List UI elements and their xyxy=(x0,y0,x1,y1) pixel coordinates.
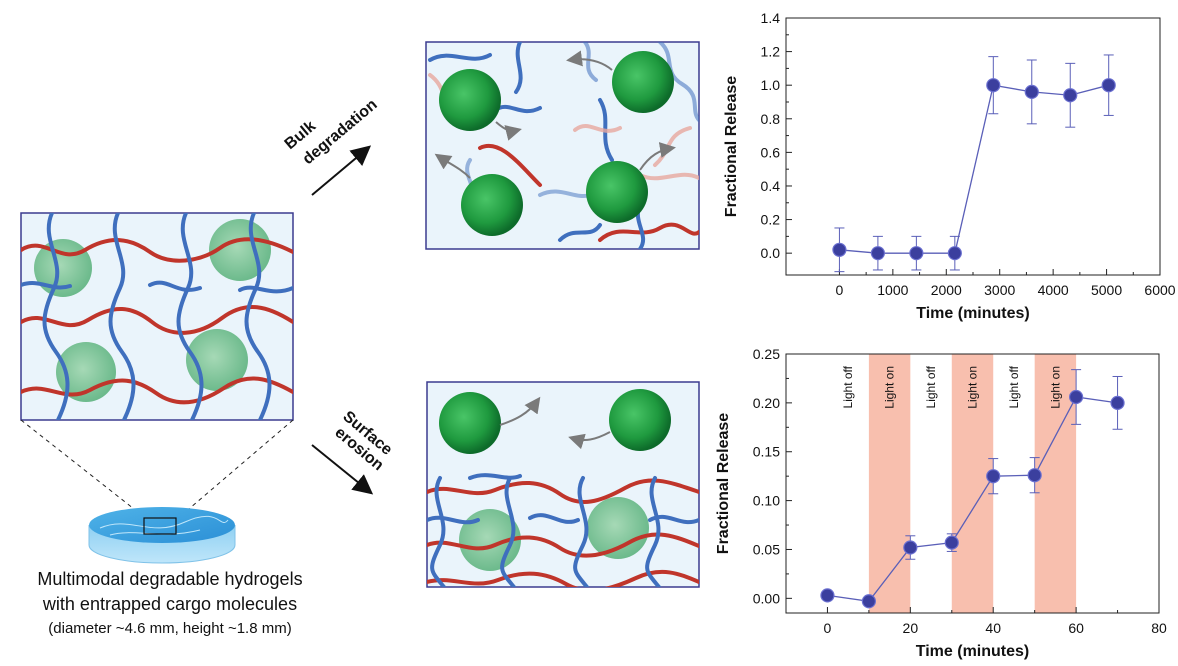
y-axis-label: Fractional Release xyxy=(715,413,732,555)
data-point xyxy=(1101,78,1116,93)
surface-release-chart: Light on Light on Light on Light off Light o… xyxy=(715,346,1167,660)
y-tick-label: 0.15 xyxy=(753,444,780,460)
data-point xyxy=(986,78,1001,93)
polymer-network xyxy=(21,213,293,420)
surface-erosion-arrow: Surface erosion xyxy=(311,408,395,495)
polymer-network xyxy=(427,473,699,587)
y-tick-label: 0.0 xyxy=(761,245,781,261)
cargo-molecule xyxy=(209,219,271,281)
data-point xyxy=(1063,88,1078,103)
data-point xyxy=(986,469,1001,484)
zoom-line-left xyxy=(20,419,149,521)
data-point xyxy=(947,246,962,261)
y-tick-label: 0.8 xyxy=(761,111,781,127)
y-tick-label: 0.00 xyxy=(753,590,780,606)
y-tick-label: 0.20 xyxy=(753,395,780,411)
cargo-molecule xyxy=(439,69,501,131)
x-tick-label: 4000 xyxy=(1038,282,1069,298)
data-point xyxy=(1069,389,1084,405)
data-point xyxy=(903,540,918,555)
caption-line-1: Multimodal degradable hydrogels xyxy=(37,569,302,589)
y-tick-label: 0.05 xyxy=(753,541,780,557)
y-tick-label: 0.25 xyxy=(753,346,780,362)
data-point xyxy=(861,594,876,609)
bulk-degradation-arrow: Bulk degradation xyxy=(282,96,381,196)
x-tick-label: 6000 xyxy=(1144,282,1175,298)
data-point xyxy=(832,242,847,257)
x-tick-label: 3000 xyxy=(984,282,1015,298)
light-off-label: Light off xyxy=(1007,365,1021,408)
x-tick-label: 0 xyxy=(836,282,844,298)
light-off-label: Light off xyxy=(924,365,938,408)
data-point xyxy=(870,246,885,261)
y-tick-label: 0.10 xyxy=(753,493,780,509)
light-on-label: Light on xyxy=(883,366,897,409)
light-on-label: Light on xyxy=(966,366,980,409)
data-point xyxy=(1027,468,1042,483)
release-arrows xyxy=(434,50,676,179)
light-on-label: Light on xyxy=(1048,366,1062,409)
x-tick-label: 20 xyxy=(903,620,919,636)
x-tick-label: 2000 xyxy=(931,282,962,298)
y-tick-label: 0.2 xyxy=(761,212,781,228)
caption-line-3: (diameter ~4.6 mm, height ~1.8 mm) xyxy=(48,620,291,637)
y-tick-label: 1.4 xyxy=(761,10,781,26)
zoom-region-box xyxy=(143,517,177,535)
plot-frame xyxy=(785,353,1160,614)
degraded-fragments xyxy=(428,42,699,249)
data-point xyxy=(909,246,924,261)
x-tick-label: 40 xyxy=(985,620,1001,636)
data-point xyxy=(944,535,959,550)
y-tick-label: 0.6 xyxy=(761,144,781,160)
x-tick-label: 0 xyxy=(824,620,832,636)
cargo-molecule xyxy=(587,497,649,559)
y-tick-label: 0.4 xyxy=(761,178,781,194)
light-off-label: Light off xyxy=(841,365,855,408)
light-on-band xyxy=(868,354,911,613)
zoom-line-right xyxy=(175,419,294,521)
data-point xyxy=(820,588,835,603)
series-line xyxy=(839,84,1109,254)
x-tick-label: 80 xyxy=(1151,620,1167,636)
x-tick-label: 1000 xyxy=(877,282,908,298)
x-axis-label: Time (minutes) xyxy=(916,643,1030,660)
caption-line-2: with entrapped cargo molecules xyxy=(42,594,297,614)
surface-erosion-panel xyxy=(426,381,700,588)
y-axis-label: Fractional Release xyxy=(723,76,740,218)
x-tick-label: 60 xyxy=(1068,620,1084,636)
plot-frame xyxy=(785,17,1161,276)
hydrogel-network-panel xyxy=(20,212,294,421)
cargo-molecule xyxy=(609,389,671,451)
cargo-molecule xyxy=(439,392,501,454)
series-line xyxy=(827,396,1118,602)
hydrogel-disk xyxy=(88,507,236,564)
x-axis-label: Time (minutes) xyxy=(916,305,1030,322)
data-point xyxy=(1024,84,1039,100)
release-arrows xyxy=(499,396,611,450)
y-tick-label: 1.0 xyxy=(761,77,781,93)
light-on-band xyxy=(951,354,994,613)
y-tick-label: 1.2 xyxy=(761,44,781,60)
data-point xyxy=(1110,395,1125,410)
cargo-molecule xyxy=(461,174,523,236)
bulk-degradation-panel xyxy=(425,41,700,250)
cargo-molecule xyxy=(612,51,674,113)
cargo-molecule xyxy=(586,161,648,223)
x-tick-label: 5000 xyxy=(1091,282,1122,298)
bulk-release-chart: 0.0 0.2 0.4 0.6 0.8 1.0 1.2 1.4 0 1000 2000 3000 400… xyxy=(723,10,1176,322)
